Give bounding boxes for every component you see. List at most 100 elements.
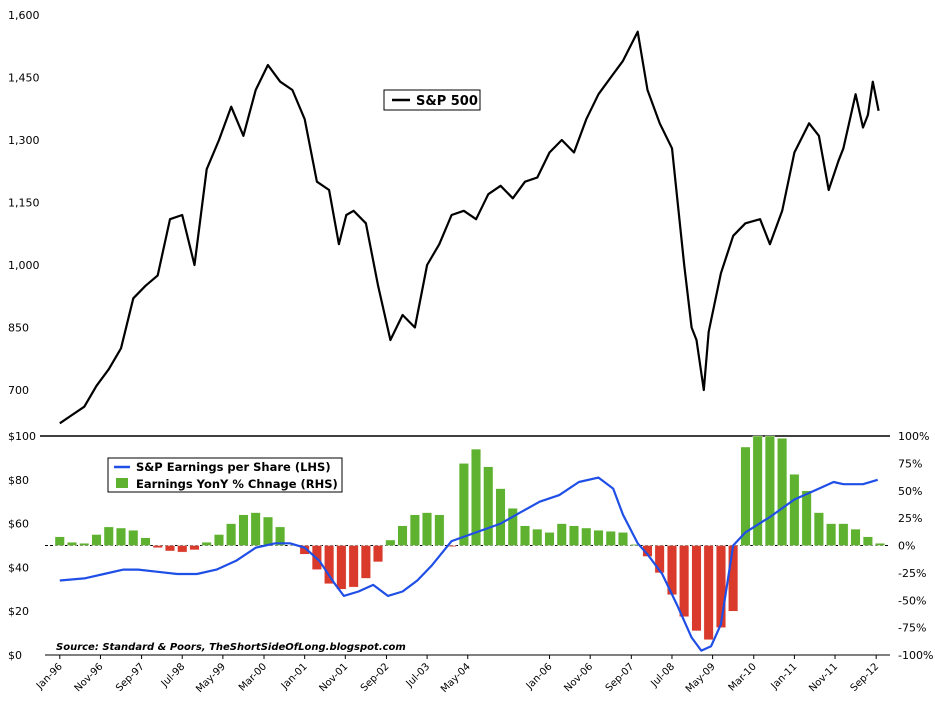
yoy-bar (336, 545, 347, 590)
yoy-bar (703, 545, 714, 640)
right-y-tick-label: -50% (898, 594, 926, 607)
x-tick-label: Sep-02 (359, 661, 392, 694)
sp500-line (59, 30, 880, 425)
x-tick-label: Jul-03 (404, 661, 433, 690)
yoy-bar (213, 534, 224, 546)
yoy-bar (434, 514, 445, 546)
yoy-bar (875, 543, 885, 546)
yoy-bar (679, 545, 690, 617)
x-tick-label: Jan-11 (769, 661, 800, 692)
yoy-bar (397, 525, 408, 546)
x-tick-label: Sep-07 (604, 661, 637, 694)
x-tick-label: Nov-96 (73, 661, 106, 694)
yoy-bar (752, 435, 763, 546)
yoy-bar (483, 466, 494, 546)
yoy-bar (605, 531, 616, 546)
yoy-bar (348, 545, 359, 588)
bottom-left-y-axis: $100 $80 $60 $40 $20 $0 (8, 430, 36, 662)
yoy-bar (164, 545, 175, 552)
yoy-bar (238, 514, 249, 546)
right-y-tick-label: -100% (898, 649, 933, 662)
yoy-bar (250, 512, 261, 546)
yoy-bar (642, 545, 653, 557)
x-tick-label: Sep-12 (849, 661, 882, 694)
yoy-bar (263, 516, 273, 546)
yoy-bar (618, 532, 628, 546)
left-y-tick-label: $20 (8, 605, 29, 618)
x-tick-label: Jan-06 (524, 661, 555, 692)
yoy-bar (54, 536, 65, 546)
bottom-legend: S&P Earnings per Share (LHS) Earnings Yo… (107, 457, 343, 493)
yoy-bar (103, 526, 114, 546)
yoy-bar (532, 528, 543, 546)
yoy-bar (850, 528, 861, 546)
yoy-bar (716, 545, 726, 628)
top-y-tick-label: 700 (8, 384, 29, 397)
x-tick-label: Nov-11 (807, 661, 840, 694)
left-y-tick-label: $40 (8, 561, 29, 574)
yoy-bar (495, 488, 506, 546)
yoy-bar (801, 490, 812, 546)
yoy-bar (569, 525, 579, 546)
top-y-axis: 1,600 1,450 1,300 1,150 1,000 850 700 (8, 9, 40, 397)
top-y-tick-label: 1,450 (8, 72, 40, 85)
yoy-bar (189, 545, 200, 551)
yoy-bar (556, 523, 567, 546)
earnings-eps-line (59, 476, 879, 652)
source-note: Source: Standard & Poors, TheShortSideOf… (56, 642, 406, 653)
yoy-bar (728, 545, 739, 612)
bottom-legend-box (107, 457, 343, 493)
yoy-bar (115, 527, 126, 546)
yoy-bar (740, 446, 751, 546)
right-y-tick-label: 25% (898, 512, 922, 525)
yoy-bar (409, 514, 420, 546)
yoy-bar (544, 532, 555, 546)
yoy-bar (152, 545, 163, 548)
top-legend-box (383, 89, 481, 111)
eps-legend-label: S&P Earnings per Share (LHS) (136, 460, 331, 474)
yoy-bar (838, 523, 849, 546)
top-legend-label: S&P 500 (416, 94, 478, 109)
yoy-bar (789, 474, 800, 546)
x-tick-label: Nov-01 (317, 661, 350, 694)
yoy-bar (826, 523, 837, 546)
x-tick-label: Mar-10 (727, 661, 759, 693)
yoy-bar (458, 463, 469, 546)
yoy-legend-label: Earnings YonY % Chnage (RHS) (136, 477, 338, 491)
top-chart-lines (59, 30, 880, 425)
yoy-bar (128, 530, 139, 546)
yoy-bar (691, 545, 702, 632)
yoy-bar (91, 534, 102, 546)
top-legend: S&P 500 (383, 89, 481, 111)
x-tick-label: Mar-00 (237, 661, 269, 693)
x-tick-label: May-04 (439, 661, 473, 695)
right-y-tick-label: -25% (898, 567, 926, 580)
yoy-bar (593, 530, 604, 546)
left-y-tick-label: $60 (8, 518, 29, 531)
yoy-bar (140, 537, 151, 546)
top-y-tick-label: 1,150 (8, 197, 40, 210)
yoy-bar (324, 545, 335, 584)
yoy-bar (79, 543, 90, 546)
yoy-bar (581, 527, 592, 546)
x-tick-label: Jul-98 (159, 661, 188, 690)
earnings-yoy-bars (54, 435, 885, 640)
yoy-bar (813, 512, 824, 546)
bottom-right-y-axis: 100% 75% 50% 25% 0% -25% -50% -75% -100% (898, 430, 933, 662)
right-y-tick-label: 0% (898, 540, 915, 553)
right-y-tick-label: -75% (898, 622, 926, 635)
yoy-legend-swatch (116, 478, 128, 488)
yoy-bar (520, 525, 530, 546)
left-y-tick-label: $100 (8, 430, 36, 443)
yoy-bar (422, 512, 432, 546)
x-tick-label: Sep-97 (114, 661, 147, 694)
yoy-bar (385, 539, 396, 546)
yoy-bar (177, 545, 188, 553)
yoy-bar (471, 448, 481, 546)
right-y-tick-label: 50% (898, 485, 922, 498)
yoy-bar (67, 542, 78, 546)
top-y-tick-label: 1,600 (8, 9, 40, 22)
bottom-x-axis: Jan-96 Nov-96 Sep-97 Jul-98 May-99 Mar-00 Jan-… (34, 655, 881, 695)
yoy-bar (360, 545, 371, 579)
